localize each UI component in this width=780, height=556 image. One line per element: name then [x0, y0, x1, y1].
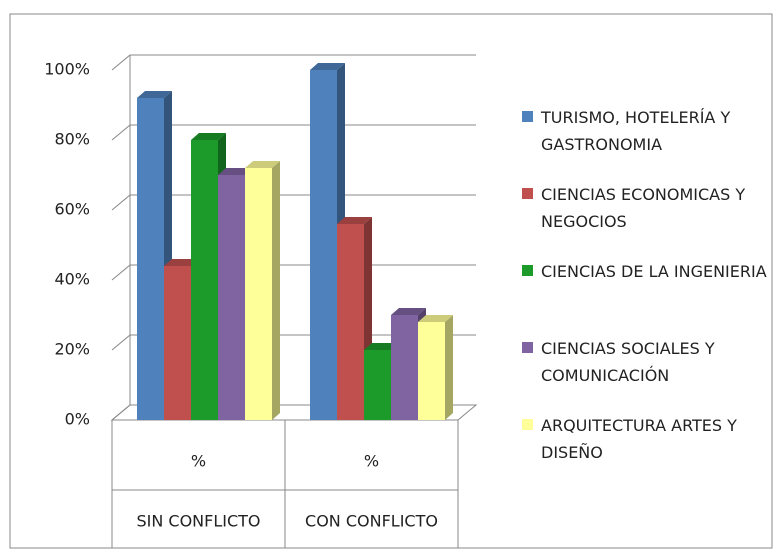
legend-item: CIENCIAS ECONOMICAS Y NEGOCIOS — [522, 181, 772, 235]
bar-top — [418, 315, 453, 322]
grid-side — [111, 404, 131, 421]
bar-front — [218, 175, 245, 420]
bar-front — [364, 350, 391, 420]
legend-item: CIENCIAS SOCIALES Y COMUNICACIÓN — [522, 335, 772, 389]
x-tick-label: SIN CONFLICTO — [136, 512, 260, 531]
grid-side — [111, 264, 131, 281]
bar-front — [137, 98, 164, 420]
legend-item: TURISMO, HOTELERÍA Y GASTRONOMIA — [522, 104, 772, 158]
bar-top — [310, 63, 345, 70]
bar-top — [391, 308, 426, 315]
bar-front — [418, 322, 445, 420]
bar-top — [137, 91, 172, 98]
bar — [245, 161, 280, 420]
bar — [418, 315, 453, 420]
bar-front — [245, 168, 272, 420]
y-tick-label: 40% — [54, 270, 90, 289]
legend-swatch — [522, 111, 533, 122]
legend-item: ARQUITECTURA ARTES Y DISEÑO — [522, 412, 772, 466]
y-tick-label: 0% — [65, 410, 90, 429]
y-tick-label: 20% — [54, 340, 90, 359]
bar-front — [391, 315, 418, 420]
y-tick-label: 80% — [54, 130, 90, 149]
y-tick-label: 60% — [54, 200, 90, 219]
legend-label: CIENCIAS ECONOMICAS Y NEGOCIOS — [541, 185, 746, 231]
x-tick-label: CON CONFLICTO — [305, 512, 438, 531]
legend-label: ARQUITECTURA ARTES Y DISEÑO — [541, 416, 737, 462]
bar-front — [310, 70, 337, 420]
bar — [137, 91, 172, 420]
bar-side — [445, 315, 453, 420]
grid-side — [111, 194, 131, 211]
x-sublabel: % — [191, 452, 206, 471]
bar-top — [245, 161, 280, 168]
bar-front — [337, 224, 364, 420]
legend-swatch — [522, 342, 533, 353]
legend-swatch — [522, 265, 533, 276]
bar-top — [364, 343, 399, 350]
legend-item: CIENCIAS DE LA INGENIERIA — [522, 258, 772, 285]
bar-top — [191, 133, 226, 140]
legend-label: CIENCIAS DE LA INGENIERIA — [541, 262, 767, 281]
bar-top — [164, 259, 199, 266]
grid-side — [111, 124, 131, 141]
grid-side — [111, 334, 131, 351]
bar-top — [337, 217, 372, 224]
bar-side — [272, 161, 280, 420]
grid-side — [111, 54, 131, 71]
legend-label: CIENCIAS SOCIALES Y COMUNICACIÓN — [541, 339, 715, 385]
x-sublabel: % — [364, 452, 379, 471]
legend-label: TURISMO, HOTELERÍA Y GASTRONOMIA — [541, 108, 731, 154]
bar-top — [218, 168, 253, 175]
legend-swatch — [522, 419, 533, 430]
y-tick-label: 100% — [44, 60, 90, 79]
bar-front — [191, 140, 218, 420]
legend-swatch — [522, 188, 533, 199]
bar-front — [164, 266, 191, 420]
